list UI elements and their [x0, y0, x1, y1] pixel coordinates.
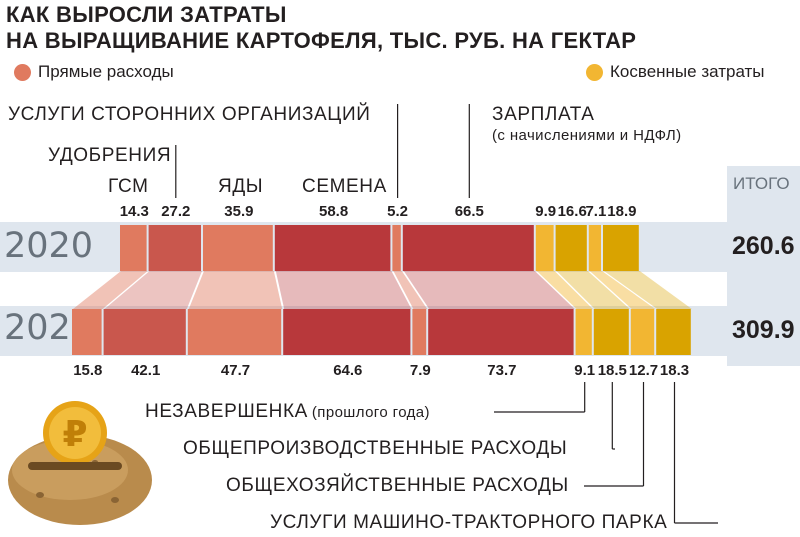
- value-label-2021-8: 12.7: [628, 362, 659, 379]
- connector-1: [104, 271, 202, 309]
- connectors: [73, 271, 692, 309]
- label-services-third-party: УСЛУГИ СТОРОННИХ ОРГАНИЗАЦИЙ: [8, 104, 371, 125]
- connector-0: [73, 271, 148, 309]
- title-line-1: КАК ВЫРОСЛИ ЗАТРАТЫ: [6, 2, 287, 27]
- connector-8: [589, 271, 656, 309]
- label-general-business: ОБЩЕХОЗЯЙСТВЕННЫЕ РАСХОДЫ: [226, 475, 569, 496]
- value-label-2020-3: 58.8: [318, 203, 349, 220]
- coin-inner: [49, 407, 101, 459]
- value-label-2020-6: 9.9: [535, 203, 557, 220]
- bar-2021-segment-5: [428, 309, 574, 355]
- bar-2020-segment-6: [535, 225, 554, 271]
- potato-coin-illustration: ₽: [8, 401, 152, 525]
- label-unfinished: НЕЗАВЕРШЕНКА (прошлого года): [145, 401, 430, 423]
- legend-direct: Прямые расходы: [14, 62, 174, 82]
- bar-2021-segment-8: [630, 309, 655, 355]
- value-label-2021-9: 18.3: [659, 362, 690, 379]
- bar-2021-segment-2: [187, 309, 282, 355]
- value-label-2020-1: 27.2: [161, 203, 191, 220]
- bar-2020-segment-5: [402, 225, 534, 271]
- connector-5: [403, 271, 575, 309]
- year-label-2020: 2020: [4, 226, 94, 266]
- bar-2020-segment-4: [392, 225, 401, 271]
- connector-4: [393, 271, 428, 309]
- label-machine-park: УСЛУГИ МАШИНО-ТРАКТОРНОГО ПАРКА: [270, 512, 668, 533]
- bar-2021-segment-1: [103, 309, 186, 355]
- value-label-2021-3: 64.6: [333, 362, 363, 379]
- bar-2020-segment-8: [588, 225, 601, 271]
- legend-indirect: Косвенные затраты: [586, 62, 765, 82]
- value-label-2020-8: 7.1: [585, 203, 607, 220]
- bar-2021-segment-6: [575, 309, 592, 355]
- bar-2020-segment-2: [203, 225, 273, 271]
- bar-2021-segment-4: [412, 309, 427, 355]
- label-fertilizers: УДОБРЕНИЯ: [48, 145, 172, 166]
- label-fuel: ГСМ: [108, 176, 149, 197]
- value-label-2021-6: 9.1: [574, 362, 596, 379]
- legend-direct-label: Прямые расходы: [38, 62, 174, 81]
- value-label-2020-9: 18.9: [607, 203, 637, 220]
- value-label-2021-1: 42.1: [131, 362, 161, 379]
- label-salary-note: (с начислениями и НДФЛ): [492, 127, 682, 144]
- total-column: [727, 166, 800, 366]
- connector-3: [275, 271, 412, 309]
- value-label-2020-4: 5.2: [387, 203, 409, 220]
- label-salary: ЗАРПЛАТА: [492, 104, 595, 125]
- bar-2020-segment-0: [120, 225, 147, 271]
- bar-2020-segment-7: [555, 225, 587, 271]
- coin-slot: [28, 462, 122, 470]
- ruble-sign-icon: ₽: [62, 414, 87, 455]
- connector-2: [188, 271, 283, 309]
- value-label-2021-2: 47.7: [220, 362, 251, 379]
- bar-2021-segment-3: [283, 309, 411, 355]
- label-seeds: СЕМЕНА: [302, 176, 387, 197]
- value-label-2021-4: 7.9: [409, 362, 431, 379]
- legend-indirect-dot: [586, 63, 603, 81]
- bar-2020-segment-1: [148, 225, 201, 271]
- legend-indirect-label: Косвенные затраты: [610, 62, 765, 81]
- bar-2021-segment-7: [593, 309, 629, 355]
- label-general-production: ОБЩЕПРОИЗВОДСТВЕННЫЕ РАСХОДЫ: [183, 438, 568, 459]
- value-label-2020-0: 14.3: [119, 203, 149, 220]
- potato-eye-2: [111, 497, 119, 503]
- bars: [72, 225, 691, 355]
- title-line-2: НА ВЫРАЩИВАНИЕ КАРТОФЕЛЯ, ТЫС. РУБ. НА Г…: [6, 28, 637, 53]
- leader-lines: [175, 104, 718, 524]
- value-label-2020-5: 66.5: [454, 203, 484, 220]
- total-2020: 260.6: [732, 232, 795, 260]
- value-label-2021-5: 73.7: [487, 362, 517, 379]
- value-label-2021-0: 15.8: [73, 362, 103, 379]
- connector-6: [536, 271, 593, 309]
- bar-2021-segment-0: [72, 309, 102, 355]
- legend-direct-dot: [14, 63, 31, 81]
- value-label-2020-2: 35.9: [224, 203, 254, 220]
- label-unfinished-note: (прошлого года): [311, 404, 430, 421]
- bar-2021-segment-9: [656, 309, 691, 355]
- potato-eye-1: [36, 492, 44, 498]
- value-label-2020-7: 16.6: [557, 203, 587, 220]
- label-unfinished-main: НЕЗАВЕРШЕНКА: [145, 401, 308, 422]
- label-pesticides: ЯДЫ: [218, 176, 264, 197]
- total-2021: 309.9: [732, 316, 795, 344]
- bar-2020-segment-3: [274, 225, 391, 271]
- connector-9: [604, 271, 692, 309]
- value-label-2021-7: 18.5: [597, 362, 627, 379]
- total-header: ИТОГО: [733, 174, 790, 193]
- connector-7: [556, 271, 630, 309]
- bar-2020-segment-9: [603, 225, 639, 271]
